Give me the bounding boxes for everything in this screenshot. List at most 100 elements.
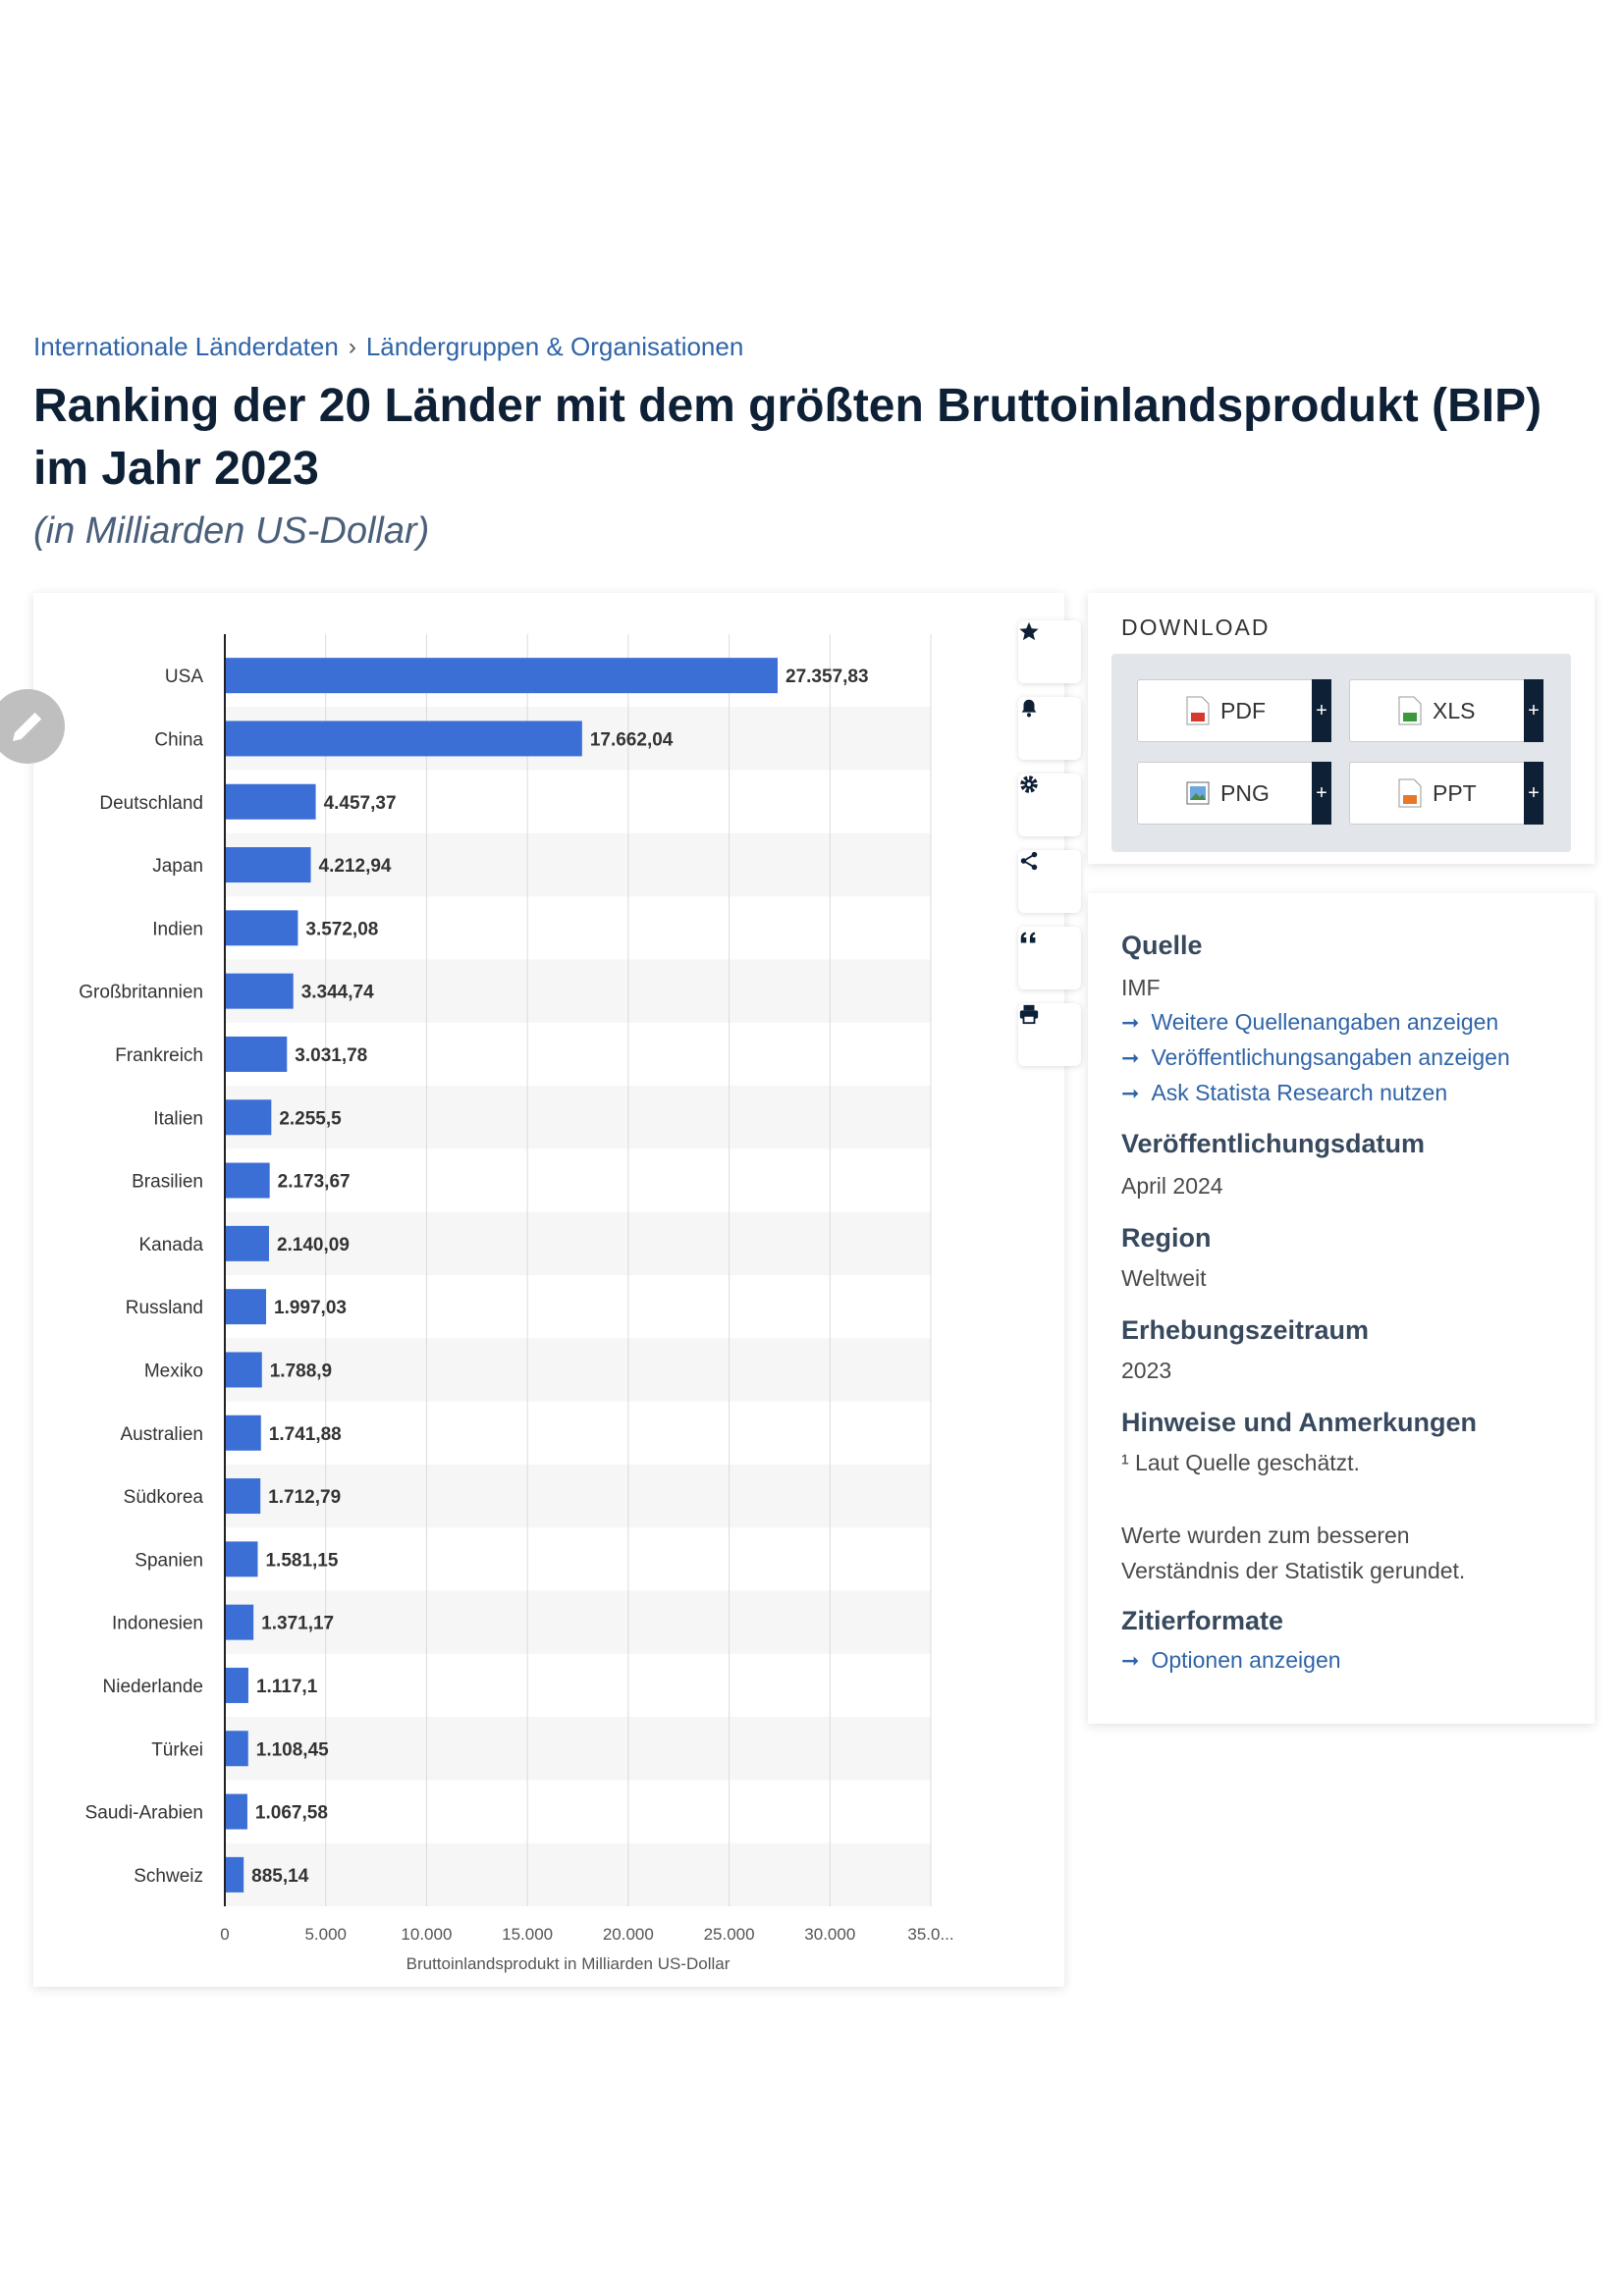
category-label: Türkei	[151, 1739, 203, 1760]
bar	[226, 1541, 258, 1577]
region-heading: Region	[1121, 1223, 1212, 1253]
bar	[226, 973, 294, 1009]
data-label: 1.371,17	[261, 1614, 334, 1634]
share-button[interactable]	[1018, 850, 1081, 913]
ppt-file-icon	[1398, 778, 1422, 808]
bar-chart: USA 27.357,83 China 17.662,04 Deutschland 4.4…	[79, 634, 954, 1973]
row-band	[225, 832, 931, 897]
row-band	[225, 1211, 931, 1275]
gear-icon	[1020, 775, 1038, 793]
cite-button[interactable]	[1018, 927, 1081, 989]
link-ask-research[interactable]: ➞ Ask Statista Research nutzen	[1121, 1080, 1448, 1105]
bar	[226, 1604, 254, 1640]
data-label: 1.108,45	[256, 1739, 329, 1760]
row-band	[225, 1464, 931, 1528]
x-tick-label: 15.000	[502, 1925, 553, 1944]
pdf-file-icon	[1186, 696, 1210, 725]
bar	[226, 1162, 270, 1199]
category-label: Kanada	[138, 1235, 203, 1255]
notes-line-3: Verständnis der Statistik gerundet.	[1121, 1558, 1466, 1583]
data-label: 2.140,09	[277, 1235, 350, 1255]
print-button[interactable]	[1018, 1003, 1081, 1066]
bar	[226, 1667, 248, 1703]
x-tick-label: 0	[220, 1925, 229, 1944]
category-label: Niederlande	[103, 1677, 203, 1697]
data-label: 3.344,74	[301, 983, 374, 1003]
download-png-button[interactable]: PNG +	[1137, 762, 1331, 825]
settings-button[interactable]	[1018, 774, 1081, 836]
png-file-icon	[1186, 781, 1210, 805]
star-icon	[1019, 621, 1039, 641]
data-label: 1.581,15	[265, 1550, 338, 1571]
row-band	[225, 959, 931, 1023]
breadcrumb: Internationale Länderdaten › Ländergrupp…	[33, 332, 743, 362]
page-subtitle: (in Milliarden US-Dollar)	[33, 510, 430, 552]
download-xls-plus[interactable]: +	[1524, 679, 1543, 742]
source-heading: Quelle	[1121, 931, 1203, 960]
download-pdf-button[interactable]: PDF +	[1137, 679, 1331, 742]
data-label: 1.997,03	[274, 1298, 347, 1318]
x-tick-label: 35.0...	[907, 1925, 953, 1944]
category-label: Indonesien	[112, 1614, 203, 1634]
arrow-right-icon: ➞	[1121, 1009, 1140, 1035]
category-label: Mexiko	[144, 1361, 203, 1381]
cite-heading: Zitierformate	[1121, 1606, 1284, 1635]
category-label: Italien	[153, 1108, 203, 1129]
favorite-button[interactable]	[1018, 620, 1081, 683]
info-card: Quelle IMF ➞ Weitere Quellenangaben anze…	[1088, 893, 1595, 1724]
x-axis-label: Bruttoinlandsprodukt in Milliarden US-Do…	[406, 1954, 731, 1973]
download-pdf-plus[interactable]: +	[1312, 679, 1331, 742]
category-label: Südkorea	[124, 1487, 204, 1508]
breadcrumb-link-laenderdaten[interactable]: Internationale Länderdaten	[33, 332, 339, 361]
edit-button[interactable]	[0, 689, 65, 764]
row-band	[225, 1717, 931, 1781]
download-xls-button[interactable]: XLS +	[1349, 679, 1543, 742]
link-publication-info[interactable]: ➞ Veröffentlichungsangaben anzeigen	[1121, 1044, 1510, 1070]
bar	[226, 1352, 262, 1388]
x-tick-label: 30.000	[804, 1925, 855, 1944]
download-ppt-plus[interactable]: +	[1524, 762, 1543, 825]
printer-icon	[1019, 1004, 1039, 1025]
bar	[226, 1478, 261, 1515]
data-label: 17.662,04	[590, 729, 674, 750]
data-label: 1.712,79	[268, 1487, 341, 1508]
download-card: DOWNLOAD PDF + XLS + PNG + PPT +	[1088, 593, 1595, 864]
row-band	[225, 1590, 931, 1654]
period-heading: Erhebungszeitraum	[1121, 1315, 1370, 1345]
bar	[226, 847, 311, 883]
quote-icon	[1020, 932, 1036, 943]
data-label: 2.255,5	[279, 1108, 342, 1129]
region-value: Weltweit	[1121, 1265, 1207, 1291]
link-more-sources[interactable]: ➞ Weitere Quellenangaben anzeigen	[1121, 1009, 1499, 1035]
x-tick-label: 5.000	[304, 1925, 347, 1944]
bar	[226, 1225, 269, 1261]
category-label: Großbritannien	[79, 983, 203, 1003]
arrow-right-icon: ➞	[1121, 1647, 1140, 1673]
x-tick-label: 10.000	[401, 1925, 452, 1944]
breadcrumb-link-laendergruppen[interactable]: Ländergruppen & Organisationen	[365, 332, 744, 361]
category-label: Indien	[152, 919, 203, 939]
row-band	[225, 1086, 931, 1149]
download-ppt-button[interactable]: PPT +	[1349, 762, 1543, 825]
category-label: Spanien	[135, 1550, 203, 1571]
x-tick-label: 25.000	[704, 1925, 755, 1944]
notes-line-1: ¹ Laut Quelle geschätzt.	[1121, 1450, 1360, 1475]
alert-button[interactable]	[1018, 697, 1081, 760]
breadcrumb-separator: ›	[348, 333, 356, 360]
pubdate-value: April 2024	[1121, 1173, 1223, 1199]
category-label: Australien	[121, 1424, 204, 1445]
category-label: Saudi-Arabien	[85, 1803, 203, 1824]
bar	[226, 910, 298, 946]
data-label: 4.457,37	[324, 793, 397, 814]
category-label: Deutschland	[99, 793, 203, 814]
category-label: Frankreich	[115, 1045, 203, 1066]
xls-file-icon	[1398, 696, 1422, 725]
bell-icon	[1021, 699, 1037, 718]
download-png-plus[interactable]: +	[1312, 762, 1331, 825]
pencil-icon	[13, 712, 42, 741]
bar	[226, 1793, 247, 1830]
notes-line-2: Werte wurden zum besseren	[1121, 1522, 1410, 1548]
link-cite-options[interactable]: ➞ Optionen anzeigen	[1121, 1647, 1341, 1673]
share-icon	[1020, 851, 1038, 871]
bar	[226, 658, 779, 694]
